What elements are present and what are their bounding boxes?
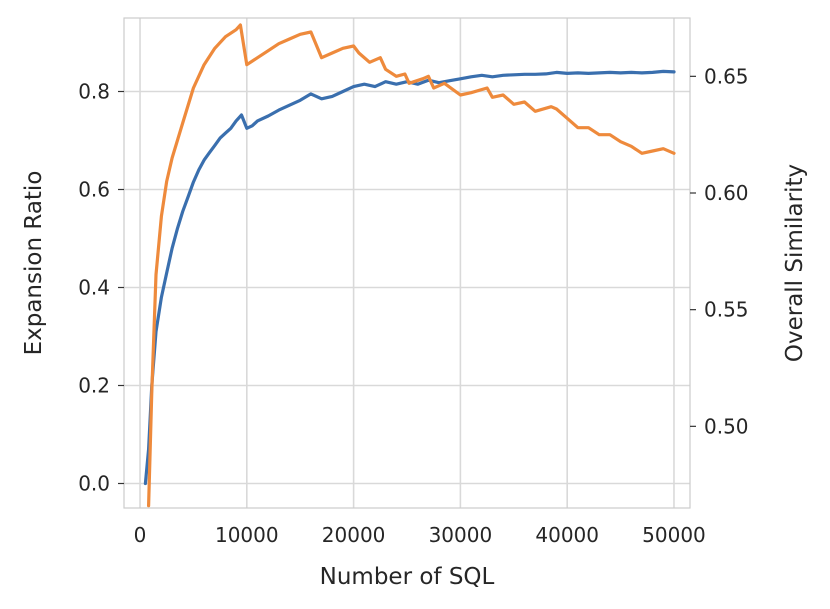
x-tick-label: 40000	[535, 523, 599, 547]
y-right-tick-label: 0.50	[704, 414, 749, 438]
y-left-tick-label: 0.2	[78, 374, 110, 398]
series-line-expansion	[143, 69, 676, 486]
grid	[124, 18, 690, 508]
y-left-tick-label: 0.8	[78, 80, 110, 104]
y-right-tick-label: 0.60	[704, 181, 749, 205]
y-left-tick-label: 0.0	[78, 472, 110, 496]
series-line-similarity	[147, 23, 676, 508]
y-axis-left-label: Expansion Ratio	[21, 171, 47, 356]
y-right-tick-label: 0.65	[704, 64, 749, 88]
x-tick-label: 20000	[322, 523, 386, 547]
x-tick-label: 10000	[215, 523, 279, 547]
series-layer	[143, 23, 676, 508]
y-right-tick-label: 0.55	[704, 298, 749, 322]
tick-labels: 0 10000 20000 30000 40000 50000 0.0 0.2 0.4 0.6 0.…	[78, 64, 748, 547]
plot-frame	[123, 17, 691, 509]
y-left-tick-label: 0.4	[78, 276, 110, 300]
y-left-tick-label: 0.6	[78, 178, 110, 202]
x-axis-label: Number of SQL	[320, 564, 495, 590]
x-tick-label: 50000	[642, 523, 706, 547]
x-tick-label: 0	[134, 523, 147, 547]
y-axis-right-label: Overall Similarity	[782, 164, 808, 362]
x-tick-label: 30000	[429, 523, 493, 547]
